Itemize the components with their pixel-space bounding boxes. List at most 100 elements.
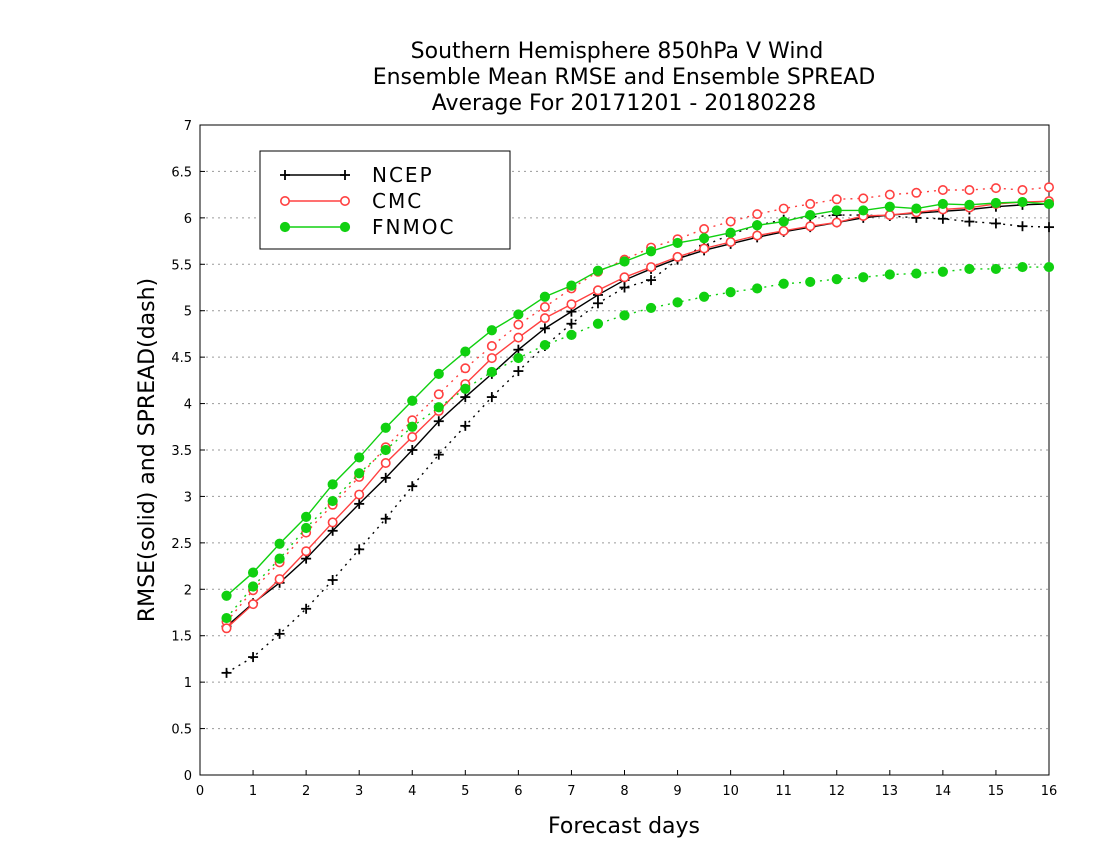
y-axis-label: RMSE(solid) and SPREAD(dash) bbox=[135, 278, 160, 622]
spread-point-cmc bbox=[539, 301, 550, 312]
rmse-point-ncep bbox=[380, 472, 391, 483]
rmse-point-cmc bbox=[805, 221, 816, 232]
rmse-point-cmc bbox=[513, 332, 524, 343]
spread-point-fnmoc bbox=[566, 329, 577, 340]
y-tick-label: 6.5 bbox=[171, 165, 192, 180]
spread-point-ncep bbox=[460, 420, 471, 431]
spread-point-fnmoc bbox=[672, 297, 683, 308]
series-layer bbox=[221, 182, 1055, 678]
spread-point-fnmoc bbox=[460, 383, 471, 394]
y-tick-label: 1.5 bbox=[171, 630, 192, 645]
rmse-point-ncep bbox=[407, 445, 418, 455]
y-tick-label: 6 bbox=[184, 212, 192, 227]
y-tick-label: 2 bbox=[184, 583, 192, 598]
y-tick-label: 2.5 bbox=[171, 537, 192, 552]
rmse-point-cmc bbox=[672, 251, 683, 262]
spread-point-fnmoc bbox=[539, 339, 551, 351]
spread-point-fnmoc bbox=[698, 291, 710, 302]
rmse-point-fnmoc bbox=[221, 590, 232, 601]
spread-point-fnmoc bbox=[831, 274, 842, 285]
legend-marker-cmc bbox=[279, 196, 290, 207]
rmse-point-fnmoc bbox=[513, 309, 524, 320]
spread-point-ncep bbox=[990, 218, 1001, 229]
spread-point-ncep bbox=[964, 216, 975, 227]
x-tick-label: 3 bbox=[355, 784, 363, 799]
x-tick-label: 13 bbox=[882, 784, 899, 799]
y-axis: 0 0.5 1 1.5 2 2.5 3 3.5 4 4.5 5 5.5 6 6.5 7 bbox=[171, 119, 205, 784]
spread-point-fnmoc bbox=[619, 310, 630, 321]
legend-label-cmc: CMC bbox=[372, 189, 423, 213]
rmse-point-cmc bbox=[725, 237, 736, 248]
spread-point-cmc bbox=[752, 209, 763, 220]
spread-point-cmc bbox=[486, 340, 497, 351]
x-tick-label: 9 bbox=[673, 784, 681, 799]
y-tick-label: 0.5 bbox=[171, 723, 192, 738]
spread-point-ncep bbox=[592, 298, 603, 309]
rmse-point-fnmoc bbox=[247, 567, 259, 578]
spread-point-ncep bbox=[486, 392, 497, 403]
spread-point-fnmoc bbox=[964, 263, 975, 275]
x-tick-label: 8 bbox=[620, 784, 628, 799]
x-tick-label: 15 bbox=[988, 784, 1005, 799]
x-tick-label: 5 bbox=[461, 784, 469, 799]
spread-point-fnmoc bbox=[592, 318, 604, 329]
rmse-point-fnmoc bbox=[354, 452, 365, 463]
rmse-line-ncep bbox=[226, 203, 1050, 627]
rmse-point-fnmoc bbox=[990, 197, 1002, 209]
rmse-point-ncep bbox=[433, 416, 444, 427]
rmse-point-cmc bbox=[274, 574, 285, 585]
spread-point-fnmoc bbox=[911, 268, 922, 279]
rmse-point-cmc bbox=[380, 457, 391, 468]
x-tick-label: 6 bbox=[514, 784, 522, 799]
spread-point-cmc bbox=[990, 183, 1001, 194]
legend-marker-ncep bbox=[340, 170, 350, 180]
y-tick-label: 5.5 bbox=[171, 258, 192, 273]
rmse-point-fnmoc bbox=[858, 205, 869, 216]
spread-point-cmc bbox=[513, 319, 524, 330]
rmse-point-cmc bbox=[539, 313, 550, 324]
rmse-point-fnmoc bbox=[301, 511, 312, 522]
spread-point-ncep bbox=[1017, 221, 1028, 232]
spread-point-fnmoc bbox=[752, 283, 763, 294]
rmse-point-fnmoc bbox=[884, 201, 895, 212]
rmse-point-fnmoc bbox=[698, 233, 710, 244]
rmse-point-fnmoc bbox=[778, 216, 789, 227]
x-tick-label: 10 bbox=[722, 784, 739, 799]
rmse-point-fnmoc bbox=[725, 227, 736, 238]
spread-point-ncep bbox=[354, 544, 365, 555]
y-tick-label: 3.5 bbox=[171, 444, 192, 459]
spread-line-ncep bbox=[226, 214, 1050, 674]
y-tick-label: 0 bbox=[184, 769, 192, 784]
spread-point-ncep bbox=[513, 366, 524, 377]
legend-marker-fnmoc bbox=[279, 221, 291, 233]
rmse-point-fnmoc bbox=[433, 368, 444, 379]
x-tick-label: 0 bbox=[196, 784, 204, 799]
rmse-point-fnmoc bbox=[1043, 198, 1055, 210]
x-tick-label: 14 bbox=[935, 784, 952, 799]
spread-point-cmc bbox=[858, 193, 869, 204]
spread-point-ncep bbox=[566, 318, 577, 329]
spread-point-cmc bbox=[725, 216, 736, 227]
spread-point-fnmoc bbox=[990, 263, 1002, 275]
x-axis-label: Forecast days bbox=[548, 814, 700, 839]
spread-point-ncep bbox=[646, 275, 657, 286]
rmse-point-cmc bbox=[699, 243, 710, 254]
rmse-point-cmc bbox=[831, 217, 842, 228]
y-tick-label: 1 bbox=[184, 676, 192, 691]
legend-box bbox=[259, 150, 511, 250]
spread-point-fnmoc bbox=[301, 522, 312, 534]
rmse-point-cmc bbox=[221, 623, 232, 634]
chart-title-line-1: Southern Hemisphere 850hPa V Wind bbox=[411, 39, 824, 64]
rmse-point-cmc bbox=[646, 262, 657, 273]
spread-point-ncep bbox=[380, 513, 391, 524]
rmse-point-fnmoc bbox=[460, 346, 471, 357]
spread-point-fnmoc bbox=[513, 352, 524, 364]
rmse-point-fnmoc bbox=[752, 220, 763, 231]
spread-point-fnmoc bbox=[725, 287, 736, 298]
y-tick-label: 3 bbox=[184, 490, 192, 505]
x-tick-label: 11 bbox=[775, 784, 792, 799]
rmse-point-cmc bbox=[248, 599, 259, 610]
spread-point-fnmoc bbox=[274, 553, 285, 564]
